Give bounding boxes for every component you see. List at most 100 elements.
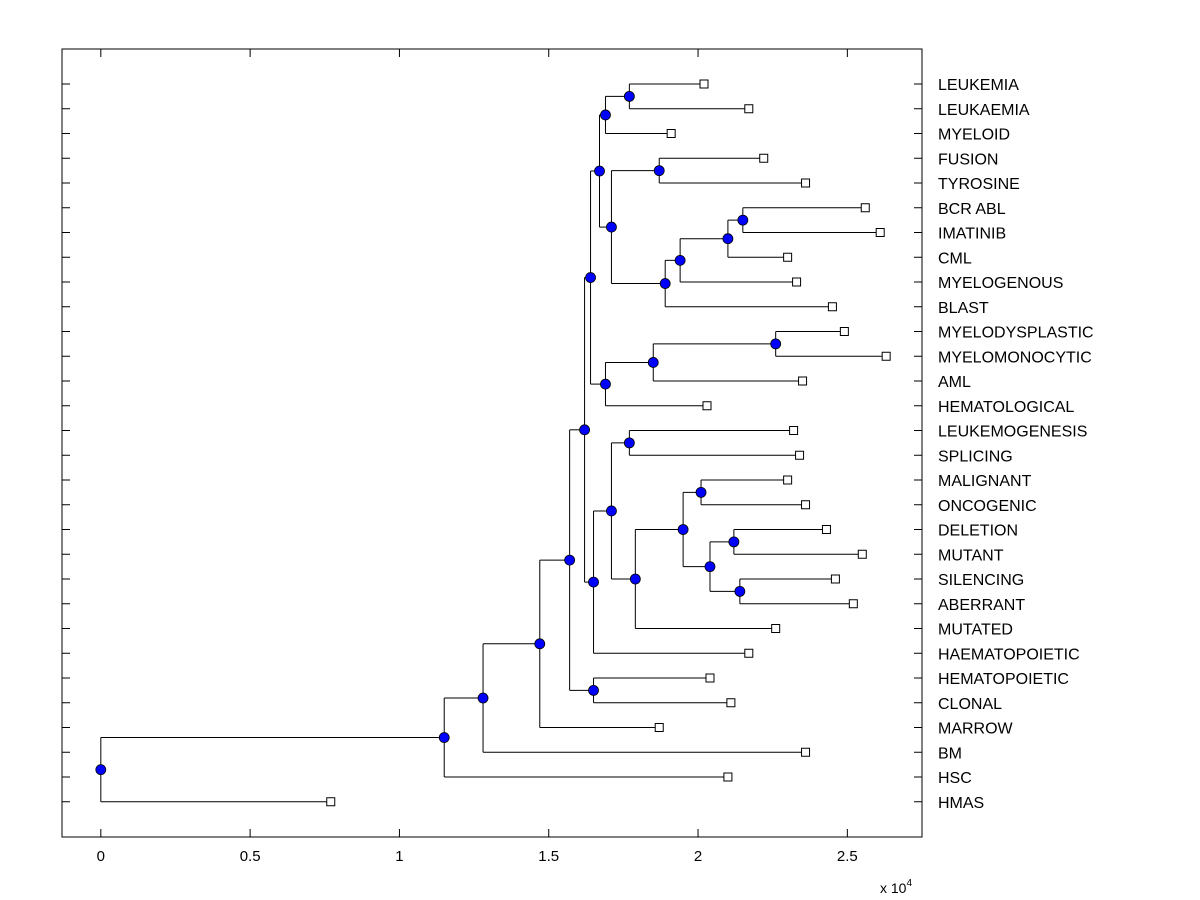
x-tick-label: 0: [97, 848, 105, 865]
x-multiplier-label: x 104: [880, 878, 912, 896]
leaf-node-marker-blast: [827, 302, 837, 312]
leaf-label-oncogenic: ONCOGENIC: [938, 498, 1037, 515]
internal-node-marker: [674, 254, 686, 266]
internal-node-marker: [477, 692, 489, 704]
leaf-node-marker-aberrant: [848, 599, 858, 609]
leaf-node-marker-cml: [783, 252, 793, 262]
leaf-node-marker-silencing: [830, 574, 840, 584]
leaf-label-marrow: MARROW: [938, 721, 1014, 738]
leaf-label-leukemogenesis: LEUKEMOGENESIS: [938, 424, 1087, 441]
leaf-label-splicing: SPLICING: [938, 448, 1013, 465]
internal-node-marker: [629, 573, 641, 585]
x-tick-label: 1.5: [538, 848, 559, 865]
x-tick-label: 0.5: [240, 848, 261, 865]
internal-node-marker: [623, 437, 635, 449]
axis-ticks: 0 0.5 1 1.5 2 2.5: [62, 49, 922, 865]
leaf-node-marker-bcr-abl: [860, 203, 870, 213]
leaf-label-hmas: HMAS: [938, 795, 984, 812]
leaf-label-myelogenous: MYELOGENOUS: [938, 275, 1063, 292]
leaf-label-mutant: MUTANT: [938, 547, 1004, 564]
internal-node-marker: [600, 109, 611, 121]
leaf-label-myeloid: MYELOID: [938, 127, 1010, 144]
internal-node-marker: [623, 90, 635, 102]
leaf-node-marker-hematopoietic: [705, 673, 715, 683]
internal-node-marker: [585, 272, 596, 283]
internal-node-marker: [594, 165, 605, 177]
leaf-label-hematopoietic: HEMATOPOIETIC: [938, 671, 1069, 688]
leaf-node-marker-mutant: [857, 549, 867, 559]
internal-node-marker: [704, 561, 716, 573]
internal-node-marker: [722, 233, 734, 245]
leaf-node-marker-deletion: [821, 525, 831, 534]
leaf-label-leukemia: LEUKEMIA: [938, 77, 1019, 94]
internal-node-marker: [579, 424, 590, 436]
leaf-node-marker-myelodysplastic: [839, 327, 849, 336]
internal-node-marker: [695, 486, 707, 498]
leaf-node-marker-bm: [801, 747, 811, 757]
internal-node-marker: [606, 221, 617, 233]
leaf-node-marker-oncogenic: [801, 500, 811, 510]
internal-node-marker: [606, 505, 617, 517]
x-tick-label: 2.5: [837, 848, 858, 865]
leaf-label-aberrant: ABERRANT: [938, 597, 1025, 614]
leaf-node-marker-mutated: [771, 624, 781, 633]
x-multiplier-exponent: 4: [906, 878, 912, 889]
leaf-node-marker-marrow: [654, 723, 664, 732]
leaf-node-marker-myeloid: [666, 129, 676, 138]
leaf-labels: LEUKEMIA LEUKAEMIA MYELOID FUSION TYROSINE BC…: [938, 77, 1094, 812]
leaf-node-marker-fusion: [759, 153, 769, 163]
leaf-label-aml: AML: [938, 374, 971, 391]
internal-node-marker: [770, 338, 782, 350]
leaf-node-marker-hsc: [723, 772, 733, 782]
internal-node-marker: [728, 536, 740, 548]
internal-node-marker: [600, 378, 611, 390]
internal-node-marker: [677, 524, 689, 535]
leaf-label-tyrosine: TYROSINE: [938, 176, 1020, 193]
x-multiplier-base: x 10: [880, 880, 907, 896]
leaf-node-marker-splicing: [795, 450, 805, 460]
leaf-node-marker-myelogenous: [792, 277, 802, 287]
leaf-label-silencing: SILENCING: [938, 572, 1024, 589]
x-tick-label: 1: [395, 848, 403, 865]
leaf-label-bm: BM: [938, 745, 962, 762]
internal-node-marker: [95, 764, 107, 776]
leaf-node-marker-tyrosine: [801, 178, 811, 188]
leaf-label-bcr-abl: BCR ABL: [938, 201, 1006, 218]
internal-node-marker: [564, 554, 576, 566]
leaf-label-deletion: DELETION: [938, 523, 1018, 540]
leaf-label-blast: BLAST: [938, 300, 989, 317]
leaf-label-hematological: HEMATOLOGICAL: [938, 399, 1074, 416]
x-tick-label: 2: [694, 848, 702, 865]
leaf-label-mutated: MUTATED: [938, 622, 1013, 639]
leaf-node-marker-malignant: [783, 475, 793, 485]
leaf-node-marker-imatinib: [875, 228, 885, 237]
internal-node-marker: [653, 165, 665, 177]
leaf-label-fusion: FUSION: [938, 151, 998, 168]
tree-nodes: [95, 79, 891, 807]
leaf-node-marker-hmas: [326, 797, 336, 807]
leaf-node-marker-leukaemia: [744, 104, 754, 114]
leaf-label-leukaemia: LEUKAEMIA: [938, 102, 1030, 119]
internal-node-marker: [734, 585, 746, 597]
internal-node-marker: [659, 278, 671, 289]
leaf-label-imatinib: IMATINIB: [938, 226, 1006, 243]
leaf-label-clonal: CLONAL: [938, 696, 1002, 713]
leaf-node-marker-aml: [798, 376, 808, 386]
leaf-label-malignant: MALIGNANT: [938, 473, 1032, 490]
leaf-node-marker-leukemia: [699, 79, 709, 89]
leaf-label-cml: CML: [938, 250, 972, 267]
leaf-node-marker-haematopoietic: [744, 648, 754, 658]
plot-frame: [61, 48, 923, 838]
internal-node-marker: [647, 357, 659, 368]
leaf-label-hsc: HSC: [938, 770, 972, 787]
internal-node-marker: [737, 214, 749, 226]
leaf-node-marker-clonal: [726, 698, 736, 708]
leaf-node-marker-myelomonocytic: [881, 351, 891, 361]
leaf-node-marker-leukemogenesis: [789, 426, 799, 435]
tree-lines: [100, 83, 887, 803]
leaf-node-marker-hematological: [702, 401, 712, 411]
leaf-label-myelodysplastic: MYELODYSPLASTIC: [938, 325, 1094, 342]
internal-node-marker: [588, 684, 599, 696]
internal-node-marker: [534, 638, 546, 650]
